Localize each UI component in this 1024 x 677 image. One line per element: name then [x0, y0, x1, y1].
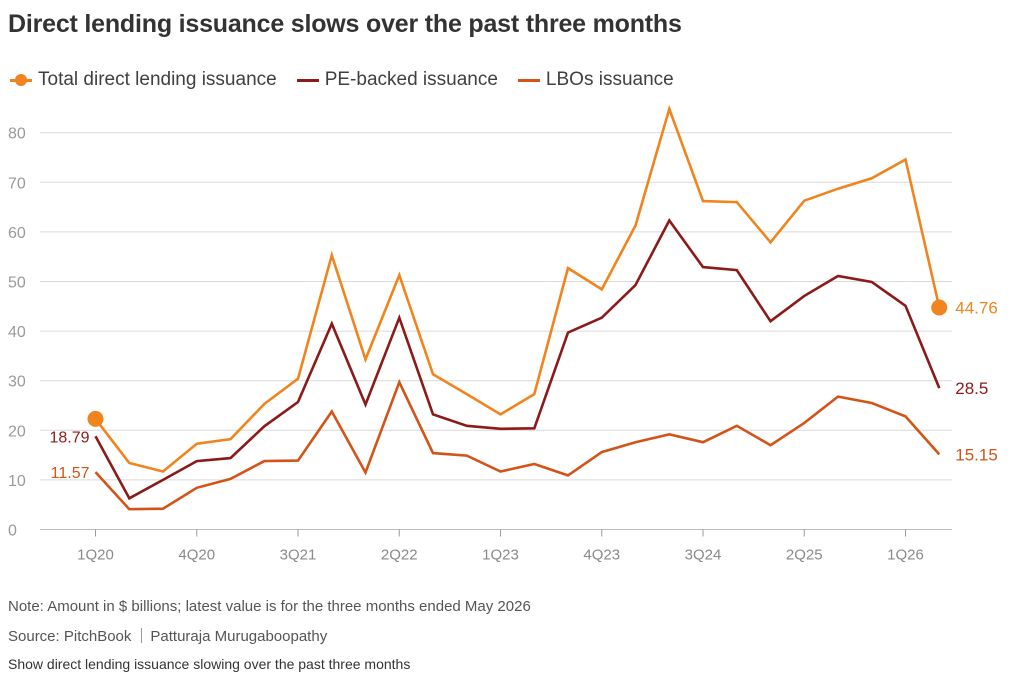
legend-item-lbos: LBOs issuance — [517, 69, 674, 91]
source-line: Source: PitchBook Patturaja Murugaboopath… — [8, 628, 327, 645]
start-value-label-2: 11.57 — [51, 465, 90, 482]
start-value-label-1: 18.79 — [49, 429, 89, 446]
legend-item-total: Total direct lending issuance — [10, 69, 277, 91]
legend-swatch-total — [10, 73, 32, 87]
y-tick-label: 0 — [8, 523, 17, 540]
y-tick-label: 20 — [8, 423, 26, 440]
legend-swatch-lbos — [517, 73, 540, 87]
author-text: Patturaja Murugaboopathy — [150, 628, 328, 645]
legend-label-pe-backed: PE-backed issuance — [324, 69, 498, 90]
x-tick-label: 1Q23 — [482, 547, 519, 564]
chart-legend: Total direct lending issuance PE-backed … — [10, 66, 694, 94]
x-tick-label: 1Q26 — [887, 547, 924, 564]
series-0-start-marker — [87, 410, 104, 427]
y-tick-label: 80 — [8, 126, 26, 143]
y-tick-label: 10 — [8, 473, 26, 490]
end-value-label-1: 28.5 — [955, 379, 988, 398]
legend-swatch-pe-backed — [296, 73, 319, 87]
series-0-end-marker — [931, 299, 948, 316]
footnote: Note: Amount in $ billions; latest value… — [8, 598, 531, 615]
x-tick-label: 4Q23 — [583, 547, 620, 564]
legend-item-pe-backed: PE-backed issuance — [296, 69, 498, 91]
x-tick-label: 1Q20 — [77, 547, 114, 564]
source-text: Source: PitchBook — [8, 628, 132, 645]
line-chart: 0 10 20 30 40 50 60 70 80 1Q20 4Q20 3Q21 2Q22 1Q23 4Q2… — [8, 104, 998, 564]
y-tick-label: 50 — [8, 275, 26, 292]
x-tick-label: 2Q22 — [381, 547, 418, 564]
series-line-2 — [94, 378, 941, 511]
series-line-0 — [94, 104, 941, 473]
y-tick-label: 30 — [8, 374, 26, 391]
x-tick-label: 4Q20 — [178, 547, 215, 564]
end-value-label-2: 15.15 — [955, 445, 998, 464]
end-value-label-0: 44.76 — [955, 298, 998, 317]
legend-label-total: Total direct lending issuance — [38, 69, 277, 90]
series-line-1 — [94, 218, 941, 501]
y-tick-label: 70 — [8, 175, 26, 192]
chart-title: Direct lending issuance slows over the p… — [8, 10, 682, 38]
legend-label-lbos: LBOs issuance — [545, 69, 674, 90]
x-tick-label: 3Q21 — [280, 547, 317, 564]
y-tick-label: 60 — [8, 225, 26, 242]
x-tick-label: 2Q25 — [786, 547, 823, 564]
separator — [141, 628, 143, 643]
caption: Show direct lending issuance slowing ove… — [8, 656, 411, 672]
y-tick-label: 40 — [8, 324, 26, 341]
x-tick-label: 3Q24 — [685, 547, 722, 564]
